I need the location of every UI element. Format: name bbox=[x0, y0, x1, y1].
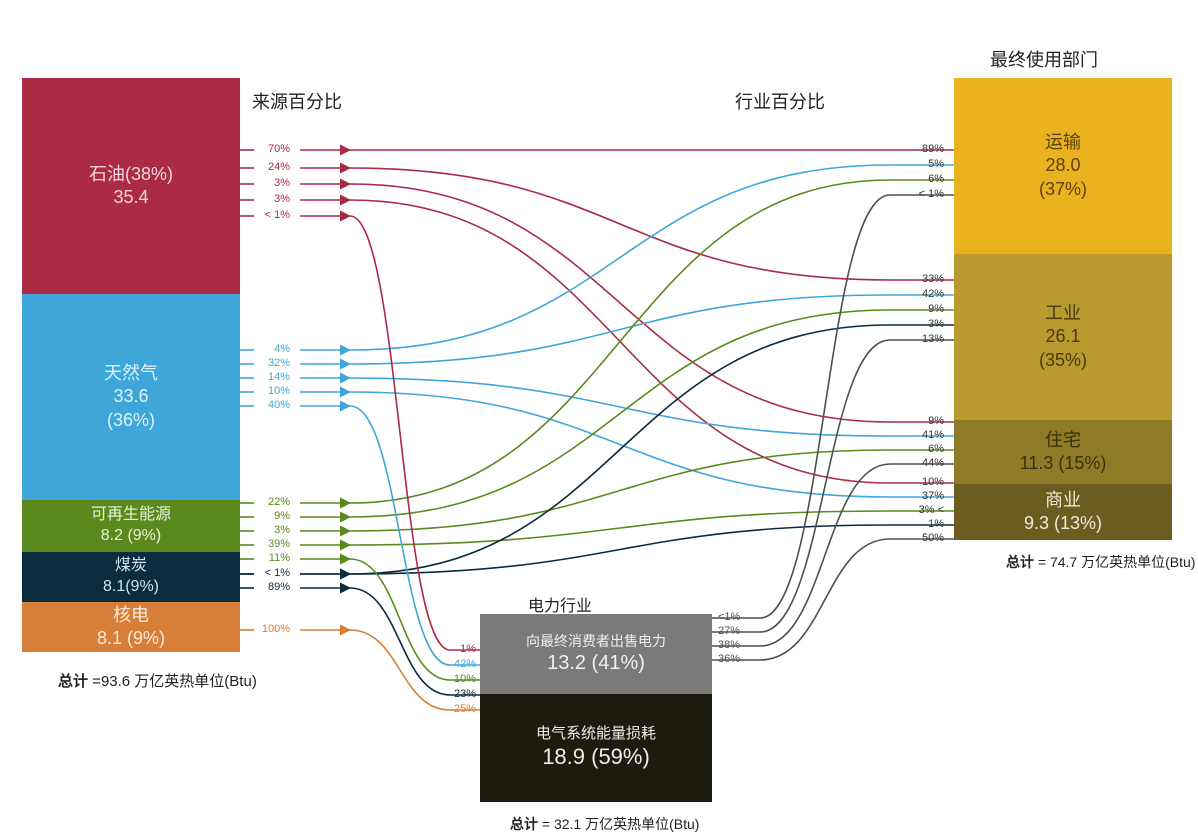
header-end-use: 最终使用部门 bbox=[990, 46, 1098, 72]
pct-label: 50% bbox=[900, 532, 944, 544]
source-coal-label1: 煤炭 bbox=[115, 556, 147, 577]
source-total-prefix: 总计 bbox=[58, 673, 88, 690]
elec-loss-label2: 18.9 (59%) bbox=[542, 743, 650, 772]
pct-label: 41% bbox=[900, 429, 944, 441]
pct-label: < 1% bbox=[900, 188, 944, 200]
sector-resid-label2: 11.3 (15%) bbox=[1020, 452, 1107, 475]
source-nuclear: 核电 8.1 (9%) bbox=[22, 602, 240, 652]
source-petroleum: 石油(38%) 35.4 bbox=[22, 78, 240, 294]
pct-label: 1% bbox=[432, 643, 476, 655]
pct-label: 6% bbox=[900, 443, 944, 455]
pct-label: < 1% bbox=[246, 567, 290, 579]
pct-label: 23% bbox=[432, 688, 476, 700]
pct-label: 9% bbox=[900, 415, 944, 427]
elec-loss: 电气系统能量损耗 18.9 (59%) bbox=[480, 694, 712, 802]
pct-label: 22% bbox=[246, 496, 290, 508]
source-renew-label2: 8.2 (9%) bbox=[101, 526, 161, 547]
source-natgas-label2: 33.6 bbox=[113, 385, 148, 408]
pct-label: 10% bbox=[900, 476, 944, 488]
pct-label: 5% bbox=[900, 158, 944, 170]
source-coal-label2: 8.1(9%) bbox=[103, 577, 159, 598]
pct-label: 3% bbox=[246, 177, 290, 189]
elec-loss-label1: 电气系统能量损耗 bbox=[536, 724, 656, 744]
pct-label: 1% bbox=[900, 518, 944, 530]
source-natgas-label3: (36%) bbox=[107, 409, 155, 432]
pct-label: 100% bbox=[246, 623, 290, 635]
sector-industry-label3: (35%) bbox=[1039, 349, 1087, 372]
source-renew-label1: 可再生能源 bbox=[91, 505, 171, 526]
pct-label: 38% bbox=[718, 639, 740, 651]
header-source-pct: 来源百分比 bbox=[252, 88, 342, 114]
sector-transport-label3: (37%) bbox=[1039, 178, 1087, 201]
pct-label: 24% bbox=[246, 161, 290, 173]
elec-total: 总计 = 32.1 万亿英热单位(Btu) bbox=[510, 814, 699, 834]
pct-label: 3% bbox=[246, 524, 290, 536]
sector-total-text: = 74.7 万亿英热单位(Btu) bbox=[1038, 554, 1196, 570]
pct-label: 42% bbox=[432, 658, 476, 670]
sector-industry: 工业 26.1 (35%) bbox=[954, 254, 1172, 420]
pct-label: 33% bbox=[900, 273, 944, 285]
pct-label: 39% bbox=[246, 538, 290, 550]
source-petroleum-label1: 石油(38%) bbox=[89, 163, 173, 186]
source-coal: 煤炭 8.1(9%) bbox=[22, 552, 240, 602]
sankey-canvas: 来源百分比 行业百分比 最终使用部门 电力行业 石油(38%) 35.4 天然气… bbox=[0, 0, 1198, 837]
header-electricity: 电力行业 bbox=[528, 592, 592, 616]
elec-retail: 向最终消费者出售电力 13.2 (41%) bbox=[480, 614, 712, 694]
source-nuclear-label2: 8.1 (9%) bbox=[97, 627, 165, 650]
sector-resid-label1: 住宅 bbox=[1045, 429, 1081, 452]
source-petroleum-label2: 35.4 bbox=[113, 186, 148, 209]
pct-label: 3% bbox=[246, 193, 290, 205]
sector-industry-label2: 26.1 bbox=[1045, 325, 1080, 348]
pct-label: 9% bbox=[246, 510, 290, 522]
sector-comm: 商业 9.3 (13%) bbox=[954, 484, 1172, 540]
sector-transport: 运输 28.0 (37%) bbox=[954, 78, 1172, 254]
pct-label: 40% bbox=[246, 399, 290, 411]
pct-label: 11% bbox=[246, 552, 290, 564]
pct-label: 3% < bbox=[900, 504, 944, 516]
pct-label: 42% bbox=[900, 288, 944, 300]
sector-total-prefix: 总计 bbox=[1006, 554, 1034, 570]
pct-label: 25% bbox=[432, 703, 476, 715]
source-renew: 可再生能源 8.2 (9%) bbox=[22, 500, 240, 552]
pct-label: 13% bbox=[900, 333, 944, 345]
pct-label: 89% bbox=[900, 143, 944, 155]
source-natgas-label1: 天然气 bbox=[104, 362, 158, 385]
pct-label: 32% bbox=[246, 357, 290, 369]
pct-label: 9% bbox=[900, 303, 944, 315]
pct-label: 6% bbox=[900, 173, 944, 185]
elec-retail-label1: 向最终消费者出售电力 bbox=[526, 632, 666, 650]
sector-transport-label1: 运输 bbox=[1045, 131, 1081, 154]
source-total-text: =93.6 万亿英热单位(Btu) bbox=[92, 673, 257, 690]
sector-total: 总计 = 74.7 万亿英热单位(Btu) bbox=[1006, 552, 1195, 572]
pct-label: 44% bbox=[900, 457, 944, 469]
pct-label: <1% bbox=[718, 611, 740, 623]
sector-resid: 住宅 11.3 (15%) bbox=[954, 420, 1172, 484]
pct-label: < 1% bbox=[246, 209, 290, 221]
elec-total-text: = 32.1 万亿英热单位(Btu) bbox=[542, 816, 700, 832]
source-natgas: 天然气 33.6 (36%) bbox=[22, 294, 240, 500]
header-sector-pct: 行业百分比 bbox=[735, 88, 825, 114]
sector-transport-label2: 28.0 bbox=[1045, 154, 1080, 177]
pct-label: 37% bbox=[900, 490, 944, 502]
sector-comm-label1: 商业 bbox=[1045, 489, 1081, 512]
pct-label: 3% bbox=[900, 318, 944, 330]
sector-industry-label1: 工业 bbox=[1045, 302, 1081, 325]
source-nuclear-label1: 核电 bbox=[113, 604, 149, 627]
sector-comm-label2: 9.3 (13%) bbox=[1024, 512, 1102, 535]
pct-label: 70% bbox=[246, 143, 290, 155]
elec-total-prefix: 总计 bbox=[510, 816, 538, 832]
pct-label: 36% bbox=[718, 653, 740, 665]
pct-label: 10% bbox=[246, 385, 290, 397]
pct-label: 89% bbox=[246, 581, 290, 593]
elec-retail-label2: 13.2 (41%) bbox=[547, 650, 645, 676]
pct-label: 27% bbox=[718, 625, 740, 637]
pct-label: 10% bbox=[432, 673, 476, 685]
pct-label: 4% bbox=[246, 343, 290, 355]
pct-label: 14% bbox=[246, 371, 290, 383]
source-total: 总计 =93.6 万亿英热单位(Btu) bbox=[58, 670, 257, 691]
